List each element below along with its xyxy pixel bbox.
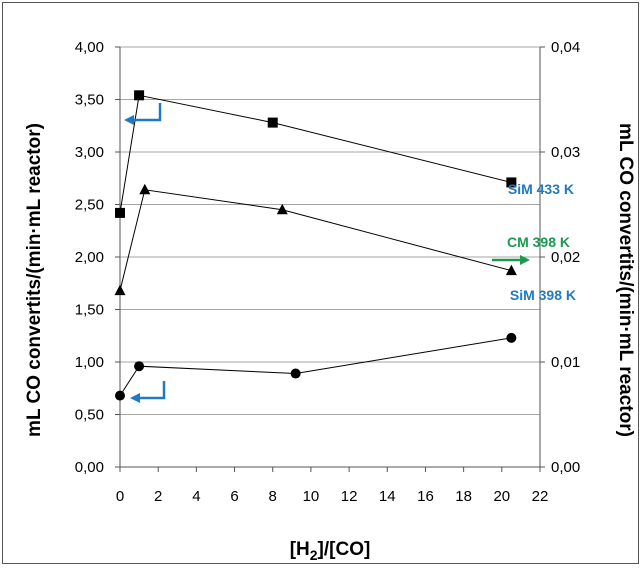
x-axis-label-subscript: 2 — [310, 547, 318, 563]
left-y-tick-label-2: 1,00 — [75, 354, 104, 371]
right-y-tick-label-2: 0,02 — [551, 249, 580, 266]
x-tick-label-8: 16 — [417, 488, 434, 505]
series-lines — [119, 94, 512, 396]
right-y-tick-label-4: 0,04 — [551, 39, 580, 56]
marker-sim-433-k-2 — [267, 117, 278, 128]
right-y-axis-label: mL CO convertits/(min·mL reactor) — [615, 123, 636, 437]
right-y-axis-ticks: 0,00 0,01 0,02 0,03 0,04 — [540, 39, 580, 476]
left-y-tick-label-7: 3,50 — [75, 92, 104, 109]
series-line-cm-398-k — [119, 189, 512, 291]
series-label-cm-398-k: CM 398 K — [507, 234, 570, 250]
left-y-tick-label-0: 0,00 — [75, 459, 104, 476]
left-y-tick-label-8: 4,00 — [75, 39, 104, 56]
marker-sim-398-k-0 — [115, 390, 125, 401]
x-tick-label-1: 2 — [154, 488, 162, 505]
left-y-axis-ticks: 0,00 0,50 1,00 1,50 2,00 2,50 3,00 3,50 4,00 — [75, 39, 120, 476]
marker-cm-398-k-1 — [139, 183, 151, 195]
marker-cm-398-k-0 — [114, 284, 126, 296]
series-line-sim-398-k — [119, 337, 512, 396]
marker-sim-398-k-2 — [290, 368, 301, 379]
right-y-tick-label-1: 0,01 — [551, 354, 580, 371]
x-tick-label-3: 6 — [230, 488, 238, 505]
marker-sim-398-k-3 — [506, 332, 517, 343]
x-tick-label-5: 10 — [303, 488, 320, 505]
x-tick-label-10: 20 — [493, 488, 510, 505]
left-y-axis-label: mL CO convertits/(min·mL reactor) — [24, 123, 45, 437]
x-tick-label-9: 18 — [455, 488, 472, 505]
marker-cm-398-k-3 — [505, 264, 517, 276]
marker-sim-433-k-3 — [506, 177, 517, 188]
x-axis-label-rest: ]/[CO] — [318, 539, 371, 560]
x-axis-label-main: [H — [290, 539, 310, 560]
marker-sim-433-k-1 — [134, 90, 145, 101]
x-tick-label-0: 0 — [116, 488, 124, 505]
series-line-sim-433-k — [119, 94, 512, 213]
left-axis-arrow-sim-433-k — [132, 103, 162, 122]
left-y-tick-label-1: 0,50 — [75, 407, 104, 424]
series-label-sim-398-k: SiM 398 K — [510, 287, 576, 303]
x-tick-label-4: 8 — [269, 488, 277, 505]
left-axis-arrow-sim-398-k — [138, 381, 166, 400]
x-axis-label: [H2]/[CO] — [290, 539, 371, 563]
series-label-sim-433-k: SiM 433 K — [508, 181, 574, 197]
x-tick-label-11: 22 — [532, 488, 549, 505]
x-tick-label-7: 14 — [379, 488, 396, 505]
left-y-tick-label-6: 3,00 — [75, 144, 104, 161]
series-markers — [114, 90, 517, 401]
x-axis-ticks: 0 2 4 6 8 10 12 14 16 18 20 22 — [116, 467, 549, 505]
series-annotations: SiM 433 K CM 398 K SiM 398 K — [124, 103, 576, 403]
right-y-tick-label-0: 0,00 — [551, 459, 580, 476]
right-axis-arrowhead-cm-398-k — [520, 255, 530, 265]
marker-sim-398-k-1 — [134, 361, 145, 372]
left-axis-arrowhead-sim-433-k — [124, 115, 134, 125]
left-y-tick-label-4: 2,00 — [75, 249, 104, 266]
right-y-tick-label-3: 0,03 — [551, 144, 580, 161]
x-tick-label-2: 4 — [192, 488, 200, 505]
marker-sim-433-k-0 — [115, 207, 125, 218]
left-axis-arrowhead-sim-398-k — [130, 393, 140, 403]
gridlines — [120, 46, 540, 468]
left-y-tick-label-5: 2,50 — [75, 197, 104, 214]
x-tick-label-6: 12 — [341, 488, 358, 505]
left-y-tick-label-3: 1,50 — [75, 302, 104, 319]
marker-cm-398-k-2 — [276, 203, 288, 215]
